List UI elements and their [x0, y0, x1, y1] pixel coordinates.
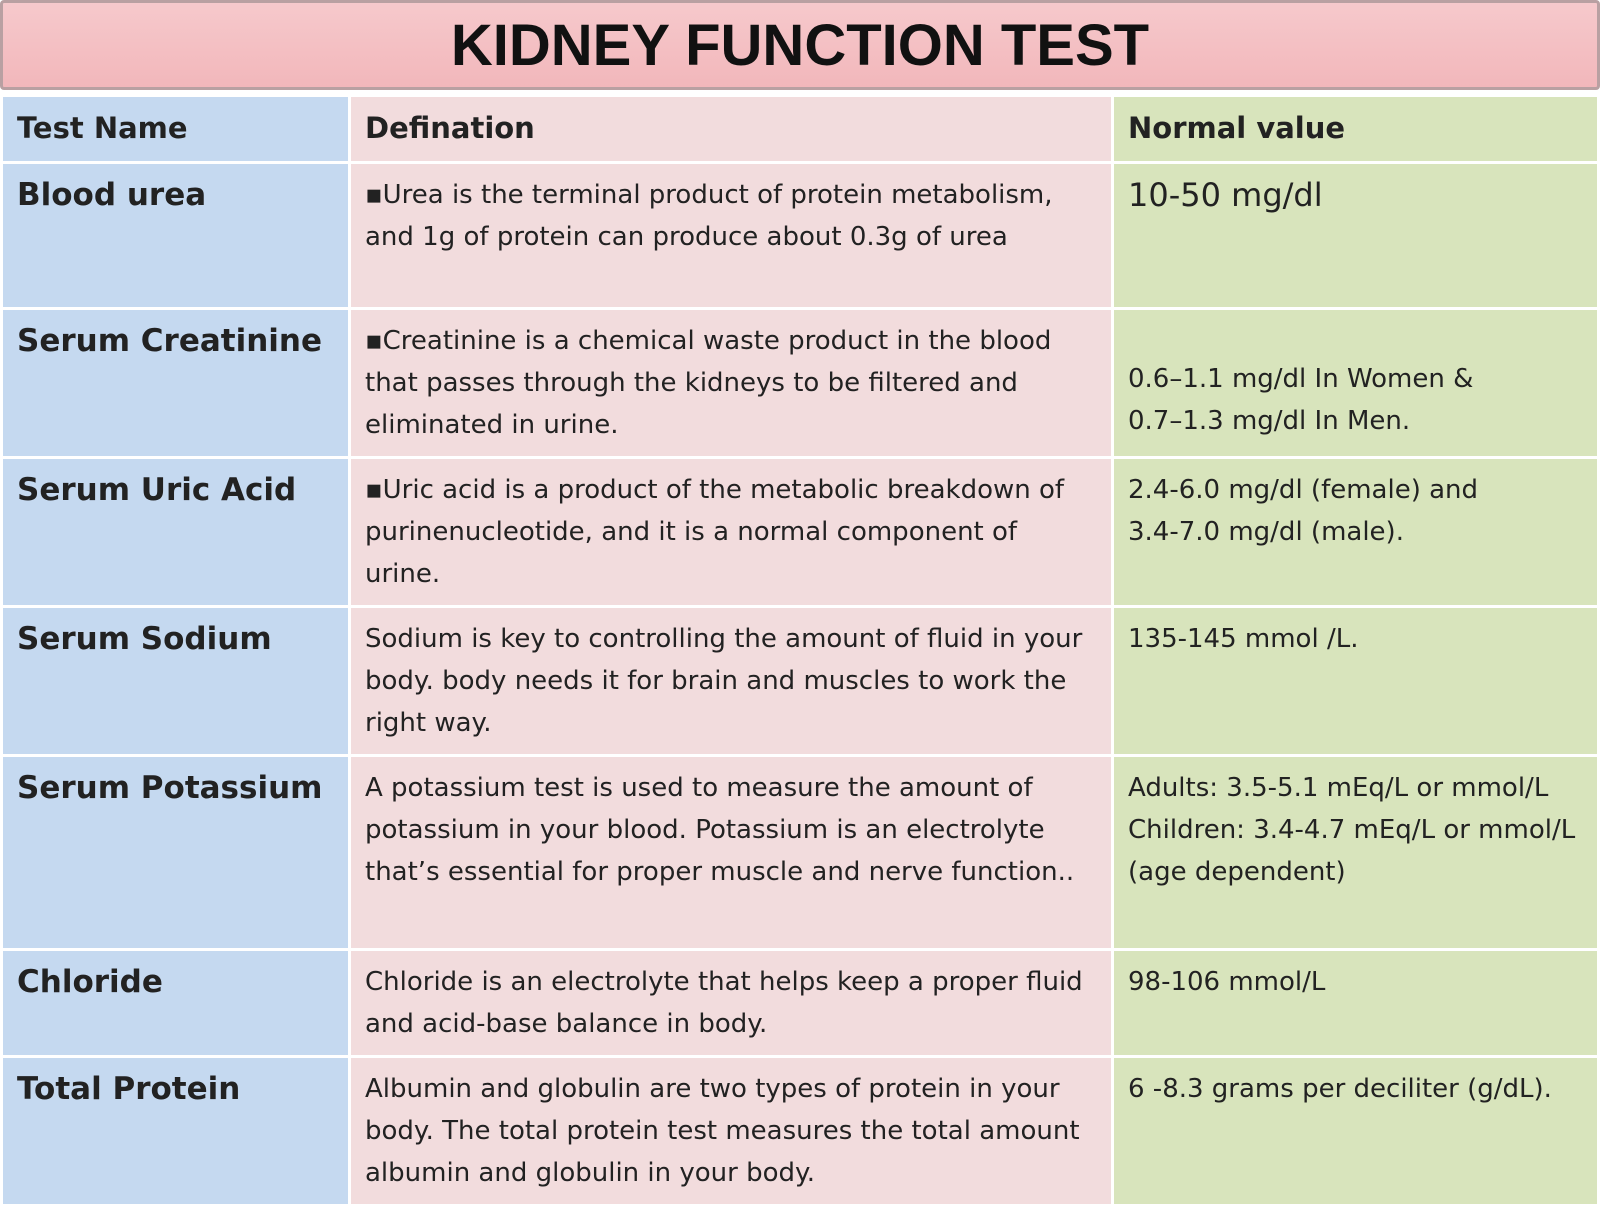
- table-row: Serum Sodium Sodium is key to controlling…: [0, 605, 1600, 757]
- definition: A potassium test is used to measure the …: [348, 754, 1114, 951]
- normal-value-cell: 6 -8.3 grams per deciliter (g/dL).: [1111, 1055, 1600, 1207]
- table-row: Blood urea ▪Urea is the terminal product …: [0, 161, 1600, 310]
- column-header: Normal value: [1111, 94, 1600, 164]
- test-name: Serum Sodium: [0, 605, 351, 757]
- table-row: Serum Creatinine ▪Creatinine is a chemica…: [0, 307, 1600, 459]
- normal-value-cell: 2.4-6.0 mg/dl (female) and 3.4-7.0 mg/dl …: [1111, 456, 1600, 608]
- kft-table: Test Name Defination Normal value Blood ure…: [0, 94, 1600, 1207]
- table-row: Total Protein Albumin and globulin are tw…: [0, 1055, 1600, 1207]
- column-header: Defination: [348, 94, 1114, 164]
- normal-value-cell: Adults: 3.5-5.1 mEq/L or mmol/L Children:…: [1111, 754, 1600, 951]
- definition: ▪Uric acid is a product of the metabolic…: [348, 456, 1114, 608]
- test-name: Blood urea: [0, 161, 351, 310]
- normal-value: 135-145 mmol /L.: [1128, 624, 1359, 654]
- normal-value: Adults: 3.5-5.1 mEq/L or mmol/L: [1128, 773, 1549, 803]
- normal-value: 3.4-7.0 mg/dl (male).: [1128, 517, 1404, 547]
- normal-value: 0.6–1.1 mg/dl In Women &: [1128, 364, 1474, 394]
- table-row: Serum Uric Acid ▪Uric acid is a product o…: [0, 456, 1600, 608]
- table-row: Chloride Chloride is an electrolyte that …: [0, 948, 1600, 1058]
- normal-value-cell: 0.6–1.1 mg/dl In Women & 0.7–1.3 mg/dl In…: [1111, 307, 1600, 459]
- test-name: Chloride: [0, 948, 351, 1058]
- test-name: Serum Uric Acid: [0, 456, 351, 608]
- test-name: Total Protein: [0, 1055, 351, 1207]
- title-banner: KIDNEY FUNCTION TEST: [0, 0, 1600, 90]
- definition: ▪Creatinine is a chemical waste product …: [348, 307, 1114, 459]
- normal-value: 0.7–1.3 mg/dl In Men.: [1128, 406, 1411, 436]
- definition: Chloride is an electrolyte that helps ke…: [348, 948, 1114, 1058]
- normal-value: 98-106 mmol/L: [1128, 967, 1326, 997]
- test-name: Serum Potassium: [0, 754, 351, 951]
- normal-value: 10-50 mg/dl: [1128, 176, 1323, 214]
- normal-value-cell: 10-50 mg/dl: [1111, 161, 1600, 310]
- column-header: Test Name: [0, 94, 351, 164]
- normal-value: 2.4-6.0 mg/dl (female) and: [1128, 475, 1479, 505]
- normal-value: 6 -8.3 grams per deciliter (g/dL).: [1128, 1074, 1552, 1104]
- definition: Albumin and globulin are two types of pr…: [348, 1055, 1114, 1207]
- normal-value-cell: 98-106 mmol/L: [1111, 948, 1600, 1058]
- table-row: Serum Potassium A potassium test is used …: [0, 754, 1600, 951]
- normal-value: Children: 3.4-4.7 mEq/L or mmol/L (age d…: [1128, 815, 1576, 887]
- header-row: Test Name Defination Normal value: [0, 94, 1600, 164]
- definition: Sodium is key to controlling the amount …: [348, 605, 1114, 757]
- definition: ▪Urea is the terminal product of protein…: [348, 161, 1114, 310]
- normal-value-cell: 135-145 mmol /L.: [1111, 605, 1600, 757]
- test-name: Serum Creatinine: [0, 307, 351, 459]
